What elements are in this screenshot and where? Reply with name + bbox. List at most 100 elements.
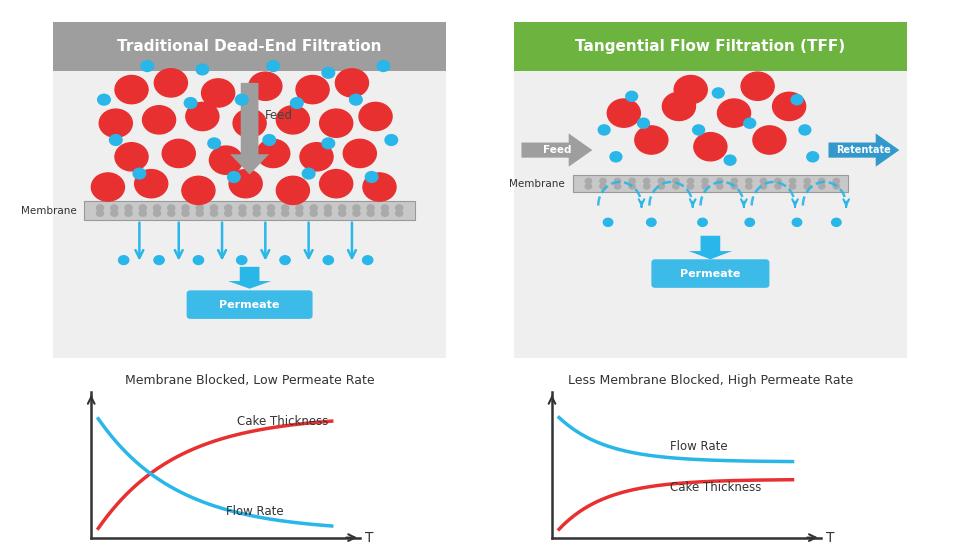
FancyBboxPatch shape	[514, 22, 907, 71]
Circle shape	[139, 210, 146, 216]
Circle shape	[154, 256, 164, 264]
Text: T: T	[365, 531, 373, 544]
Circle shape	[322, 67, 335, 78]
Circle shape	[799, 125, 811, 135]
Circle shape	[673, 184, 679, 189]
Circle shape	[322, 138, 335, 149]
Circle shape	[202, 79, 234, 107]
Circle shape	[673, 178, 679, 184]
Circle shape	[320, 109, 352, 137]
Circle shape	[236, 256, 247, 264]
Circle shape	[324, 210, 331, 216]
Circle shape	[694, 133, 727, 161]
Circle shape	[97, 210, 104, 216]
Circle shape	[637, 118, 649, 128]
Text: Less Membrane Blocked, High Permeate Rate: Less Membrane Blocked, High Permeate Rat…	[567, 374, 853, 386]
Circle shape	[115, 76, 148, 104]
Circle shape	[693, 125, 705, 135]
Circle shape	[320, 170, 352, 198]
Circle shape	[819, 184, 825, 189]
Circle shape	[349, 94, 362, 105]
Circle shape	[647, 218, 656, 226]
Circle shape	[155, 69, 187, 97]
Circle shape	[296, 76, 329, 104]
Circle shape	[229, 170, 262, 198]
Circle shape	[396, 210, 402, 216]
Circle shape	[125, 205, 132, 211]
Circle shape	[249, 72, 282, 100]
Circle shape	[168, 210, 175, 216]
Circle shape	[353, 210, 360, 216]
Circle shape	[831, 218, 841, 226]
Circle shape	[300, 143, 333, 171]
Circle shape	[717, 99, 751, 127]
FancyArrow shape	[230, 83, 269, 175]
Circle shape	[110, 210, 118, 216]
Circle shape	[208, 138, 221, 149]
Text: Cake Thickness: Cake Thickness	[670, 481, 761, 494]
Circle shape	[724, 155, 736, 165]
Circle shape	[276, 106, 309, 134]
Circle shape	[296, 210, 303, 216]
FancyBboxPatch shape	[186, 290, 313, 319]
Circle shape	[792, 218, 802, 226]
Circle shape	[291, 97, 303, 109]
FancyArrow shape	[828, 133, 900, 167]
Circle shape	[263, 134, 276, 146]
FancyArrow shape	[228, 267, 272, 289]
Circle shape	[267, 60, 279, 72]
Circle shape	[344, 139, 376, 167]
FancyArrow shape	[521, 133, 592, 167]
Circle shape	[626, 91, 637, 101]
FancyArrow shape	[688, 236, 732, 259]
Circle shape	[659, 184, 664, 189]
Text: Traditional Dead-End Filtration: Traditional Dead-End Filtration	[117, 39, 382, 54]
Circle shape	[310, 205, 317, 211]
Circle shape	[281, 210, 289, 216]
Circle shape	[746, 178, 752, 184]
Circle shape	[253, 210, 260, 216]
Circle shape	[586, 178, 591, 184]
FancyBboxPatch shape	[572, 175, 849, 192]
Text: Tangential Flow Filtration (TFF): Tangential Flow Filtration (TFF)	[575, 39, 846, 54]
Circle shape	[396, 205, 402, 211]
Circle shape	[381, 210, 389, 216]
Circle shape	[359, 102, 392, 130]
Text: Permeate: Permeate	[681, 269, 740, 278]
Circle shape	[775, 178, 781, 184]
Circle shape	[133, 168, 146, 179]
Circle shape	[181, 176, 215, 204]
Circle shape	[687, 184, 694, 189]
Circle shape	[643, 184, 650, 189]
Circle shape	[276, 176, 309, 204]
Circle shape	[162, 139, 195, 167]
Circle shape	[182, 205, 189, 211]
Circle shape	[702, 178, 708, 184]
Circle shape	[97, 205, 104, 211]
FancyBboxPatch shape	[53, 22, 446, 358]
Circle shape	[600, 184, 606, 189]
FancyBboxPatch shape	[514, 22, 907, 358]
Circle shape	[732, 184, 737, 189]
Circle shape	[339, 210, 346, 216]
Circle shape	[210, 210, 218, 216]
Text: Membrane: Membrane	[509, 179, 564, 189]
Circle shape	[775, 184, 781, 189]
Circle shape	[281, 205, 289, 211]
Circle shape	[662, 92, 695, 120]
Circle shape	[280, 256, 290, 264]
Circle shape	[629, 178, 636, 184]
Circle shape	[760, 178, 767, 184]
Text: T: T	[826, 531, 834, 544]
FancyBboxPatch shape	[651, 259, 770, 288]
Circle shape	[239, 210, 246, 216]
Circle shape	[741, 72, 774, 100]
Circle shape	[196, 64, 208, 75]
Circle shape	[659, 178, 664, 184]
Circle shape	[367, 205, 374, 211]
Circle shape	[141, 60, 154, 72]
Text: Membrane: Membrane	[21, 206, 77, 216]
Circle shape	[186, 102, 219, 130]
Circle shape	[110, 205, 118, 211]
Circle shape	[806, 152, 819, 162]
